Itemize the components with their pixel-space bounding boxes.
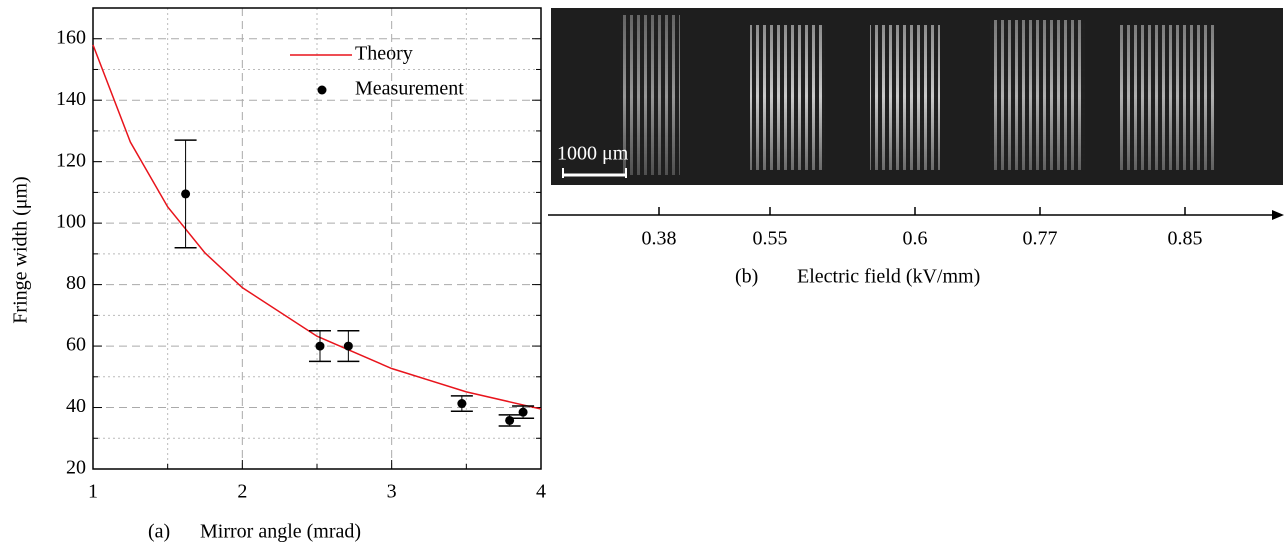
legend-label: Theory [355, 43, 413, 65]
x-tick-label: 2 [237, 481, 247, 503]
x-axis-title: Electric field (kV/mm) [797, 266, 980, 288]
measurement-point [181, 189, 191, 199]
panel-label: (a) [148, 521, 170, 543]
x-tick-label: 0.85 [1168, 228, 1203, 250]
y-tick-label: 60 [66, 334, 86, 356]
measurement-point [518, 407, 528, 417]
legend-label: Measurement [355, 78, 464, 100]
measurement-point [343, 341, 353, 351]
x-tick-label: 0.77 [1023, 228, 1058, 250]
measurement-point [457, 399, 467, 409]
y-tick-label: 120 [56, 149, 86, 171]
x-tick-label: 3 [387, 481, 397, 503]
x-tick-label: 0.6 [903, 228, 928, 250]
y-tick-label: 100 [56, 211, 86, 233]
y-axis-title: Fringe width (μm) [10, 176, 32, 323]
plot-frame [92, 7, 542, 470]
axis-arrow [1272, 210, 1284, 220]
measurement-point [315, 341, 325, 351]
y-tick-label: 40 [66, 395, 86, 417]
fringe-image: 1000 μm [551, 8, 1283, 185]
x-tick-label: 0.55 [753, 228, 788, 250]
y-tick-label: 140 [56, 88, 86, 110]
legend-marker [317, 85, 327, 95]
y-tick-label: 20 [66, 457, 86, 479]
x-tick-label: 1 [88, 481, 98, 503]
x-tick-label: 0.38 [642, 228, 677, 250]
measurement-point [505, 415, 515, 425]
y-tick-label: 160 [56, 26, 86, 48]
x-tick-label: 4 [536, 481, 546, 503]
theory-line [92, 44, 542, 410]
scale-bar-label: 1000 μm [557, 143, 629, 165]
x-axis-title: Mirror angle (mrad) [200, 521, 361, 543]
panel-label: (b) [735, 266, 758, 288]
y-tick-label: 80 [66, 272, 86, 294]
